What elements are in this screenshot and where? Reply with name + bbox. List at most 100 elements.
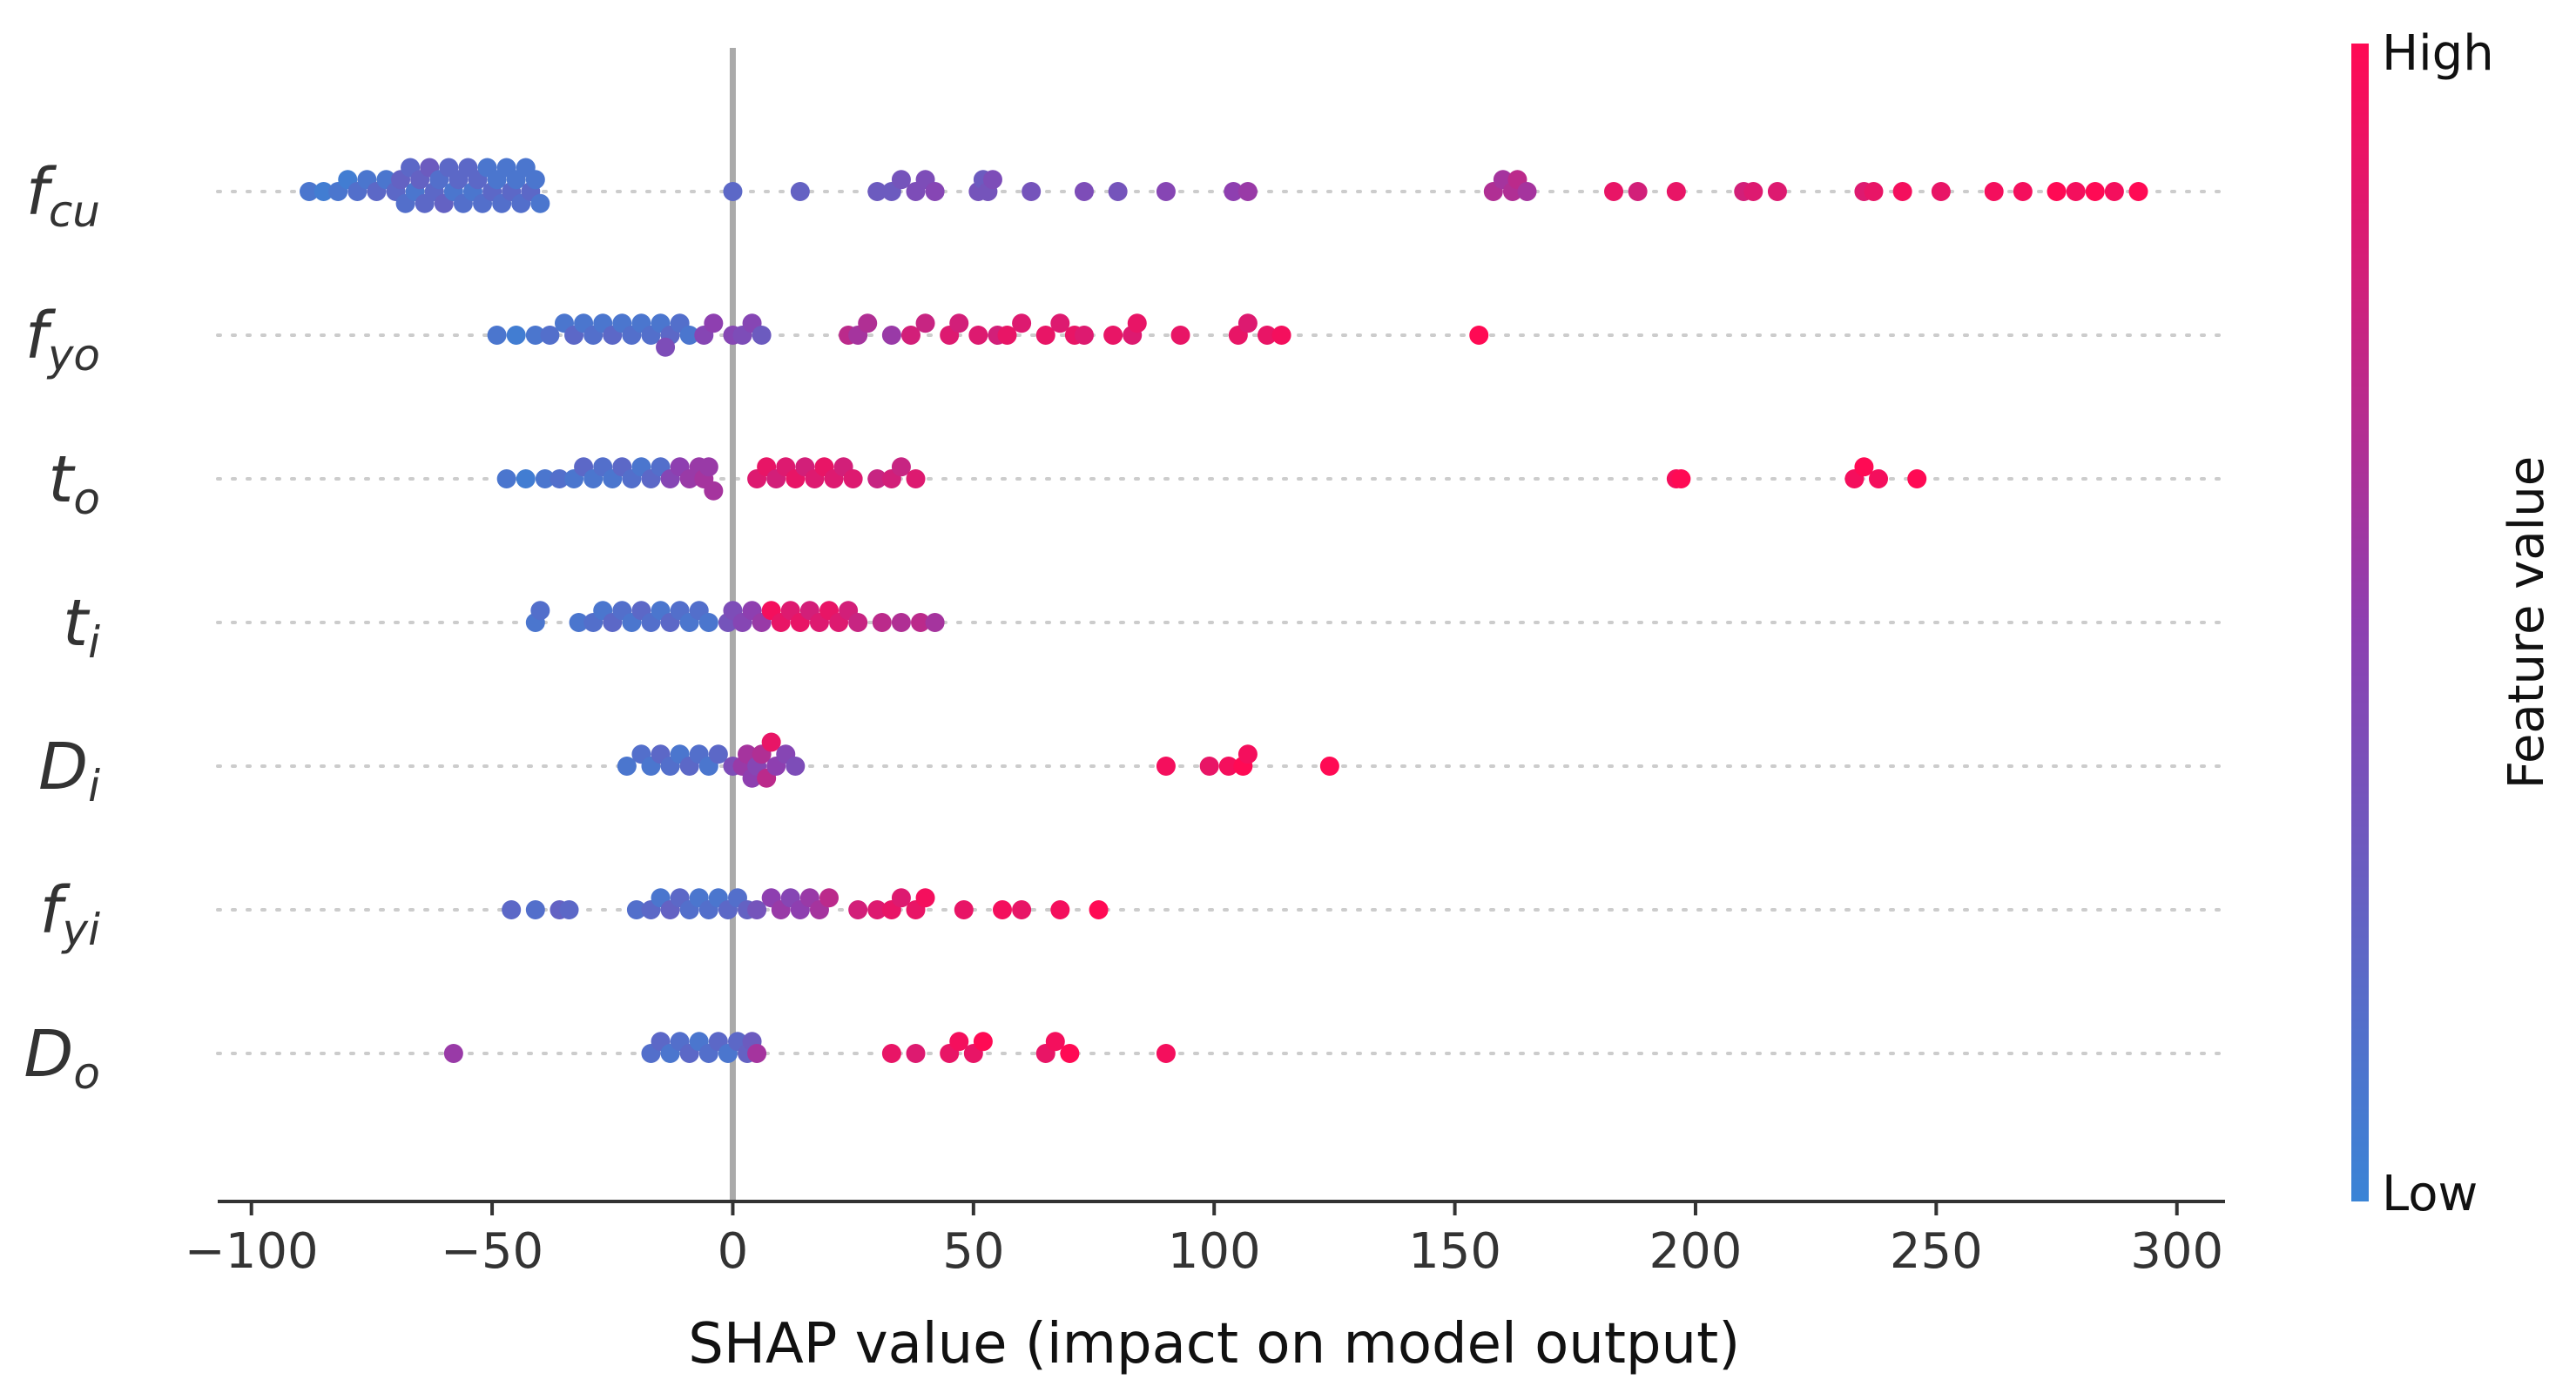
- feature-label-fyo: fyo: [25, 299, 100, 380]
- shap-point-5-27: [891, 888, 911, 908]
- shap-point-2-37: [1671, 469, 1691, 488]
- x-tick-label-5: 150: [1408, 1223, 1501, 1280]
- shap-point-1-36: [1012, 313, 1032, 333]
- x-tick-label-2: 0: [718, 1223, 749, 1280]
- shap-point-5-29: [915, 888, 935, 908]
- shap-point-5-25: [867, 900, 887, 919]
- shap-point-1-37: [1035, 326, 1055, 345]
- shap-point-0-56: [1237, 182, 1258, 201]
- shap-point-0-0: [300, 182, 320, 201]
- shap-point-3-1: [530, 601, 550, 621]
- x-axis: −100 −50 0 50 100 150 200 250 300: [185, 1200, 2225, 1280]
- feature-label-to: to: [48, 442, 100, 524]
- shap-point-1-48: [1271, 326, 1291, 345]
- shap-point-4-26: [1319, 757, 1339, 776]
- shap-point-0-54: [1156, 182, 1176, 201]
- shap-point-3-34: [925, 613, 945, 632]
- shap-point-2-34: [891, 457, 911, 477]
- feature-label-Do: Do: [24, 1017, 100, 1099]
- shap-point-0-55: [1224, 182, 1244, 201]
- shap-point-3-30: [848, 613, 868, 632]
- shap-point-5-4: [626, 900, 646, 919]
- shap-point-1-46: [1237, 313, 1258, 333]
- shap-point-0-69: [1864, 182, 1884, 201]
- shap-point-0-66: [1743, 182, 1763, 201]
- shap-point-4-22: [1199, 757, 1219, 776]
- shap-point-0-52: [1074, 182, 1094, 201]
- shap-point-0-67: [1767, 182, 1787, 201]
- shap-point-2-1: [516, 469, 536, 488]
- shap-point-4-21: [1156, 757, 1176, 776]
- shap-point-1-0: [487, 326, 507, 345]
- shap-point-6-23: [1156, 1044, 1176, 1063]
- shap-point-2-0: [496, 469, 516, 488]
- shap-point-0-73: [2013, 182, 2033, 201]
- x-tick-label-1: −50: [441, 1223, 543, 1280]
- shap-point-2-2: [535, 469, 555, 488]
- shap-point-0-1: [314, 182, 334, 201]
- shap-point-3-33: [911, 613, 931, 632]
- shap-point-5-34: [1089, 900, 1109, 919]
- feature-label-fcu: fcu: [26, 155, 100, 237]
- shap-point-1-28: [881, 326, 901, 345]
- x-tick-label-8: 300: [2130, 1223, 2223, 1280]
- shap-point-2-35: [906, 469, 926, 488]
- shap-point-2-3: [550, 469, 570, 488]
- shap-point-5-24: [848, 900, 868, 919]
- x-tick-label-7: 250: [1890, 1223, 1983, 1280]
- shap-point-0-75: [2066, 182, 2086, 201]
- shap-point-0-40: [790, 182, 810, 201]
- shap-point-1-41: [1103, 326, 1123, 345]
- feature-gridlines: [216, 190, 2227, 1055]
- shap-point-0-46: [925, 182, 945, 201]
- shap-point-3-31: [872, 613, 892, 632]
- shap-point-5-3: [559, 900, 579, 919]
- shap-point-0-62: [1603, 182, 1623, 201]
- shap-point-0-76: [2085, 182, 2105, 201]
- shap-point-1-35: [997, 326, 1017, 345]
- shap-point-0-70: [1892, 182, 1912, 201]
- x-axis-title: SHAP value (impact on model output): [688, 1312, 1740, 1376]
- x-tick-label-3: 50: [942, 1223, 1004, 1280]
- shap-point-0-51: [1022, 182, 1042, 201]
- shap-point-2-39: [1854, 457, 1874, 477]
- shap-point-6-0: [443, 1044, 463, 1063]
- shap-point-6-14: [881, 1044, 901, 1063]
- shap-point-4-17: [761, 732, 781, 752]
- shap-point-0-77: [2104, 182, 2124, 201]
- feature-label-ti: ti: [63, 586, 100, 668]
- shap-point-1-18: [656, 337, 676, 357]
- shap-point-3-2: [569, 613, 589, 632]
- shap-point-1-1: [506, 326, 526, 345]
- feature-labels: fcu fyo to ti Di fyi Do: [24, 155, 100, 1099]
- shap-point-0-72: [1984, 182, 2004, 201]
- shap-point-0-63: [1628, 182, 1648, 201]
- colorbar-title: Feature value: [2498, 456, 2555, 789]
- shap-points: [300, 158, 2148, 1063]
- shap-point-2-41: [1907, 469, 1927, 488]
- shap-point-1-3: [540, 326, 560, 345]
- shap-point-0-61: [1517, 182, 1537, 201]
- colorbar-low-label: Low: [2382, 1166, 2478, 1222]
- shap-point-1-30: [915, 313, 935, 333]
- shap-point-1-27: [858, 313, 878, 333]
- shap-point-2-20: [704, 481, 724, 501]
- shap-point-6-15: [906, 1044, 926, 1063]
- feature-label-Di: Di: [38, 730, 100, 811]
- shap-point-1-47: [1258, 326, 1278, 345]
- shap-point-0-71: [1931, 182, 1951, 201]
- shap-point-5-33: [1050, 900, 1070, 919]
- shap-point-4-23: [1218, 757, 1238, 776]
- shap-point-1-38: [1050, 313, 1070, 333]
- shap-point-0-43: [891, 170, 911, 190]
- shap-point-3-32: [891, 613, 911, 632]
- shap-point-5-1: [525, 900, 545, 919]
- shap-point-4-9: [708, 744, 728, 764]
- shap-point-1-24: [752, 326, 772, 345]
- shap-point-5-23: [819, 888, 840, 908]
- shap-point-6-22: [1060, 1044, 1080, 1063]
- colorbar: High Low Feature value: [2351, 25, 2555, 1222]
- shap-point-0-53: [1108, 182, 1128, 201]
- shap-point-1-43: [1127, 313, 1147, 333]
